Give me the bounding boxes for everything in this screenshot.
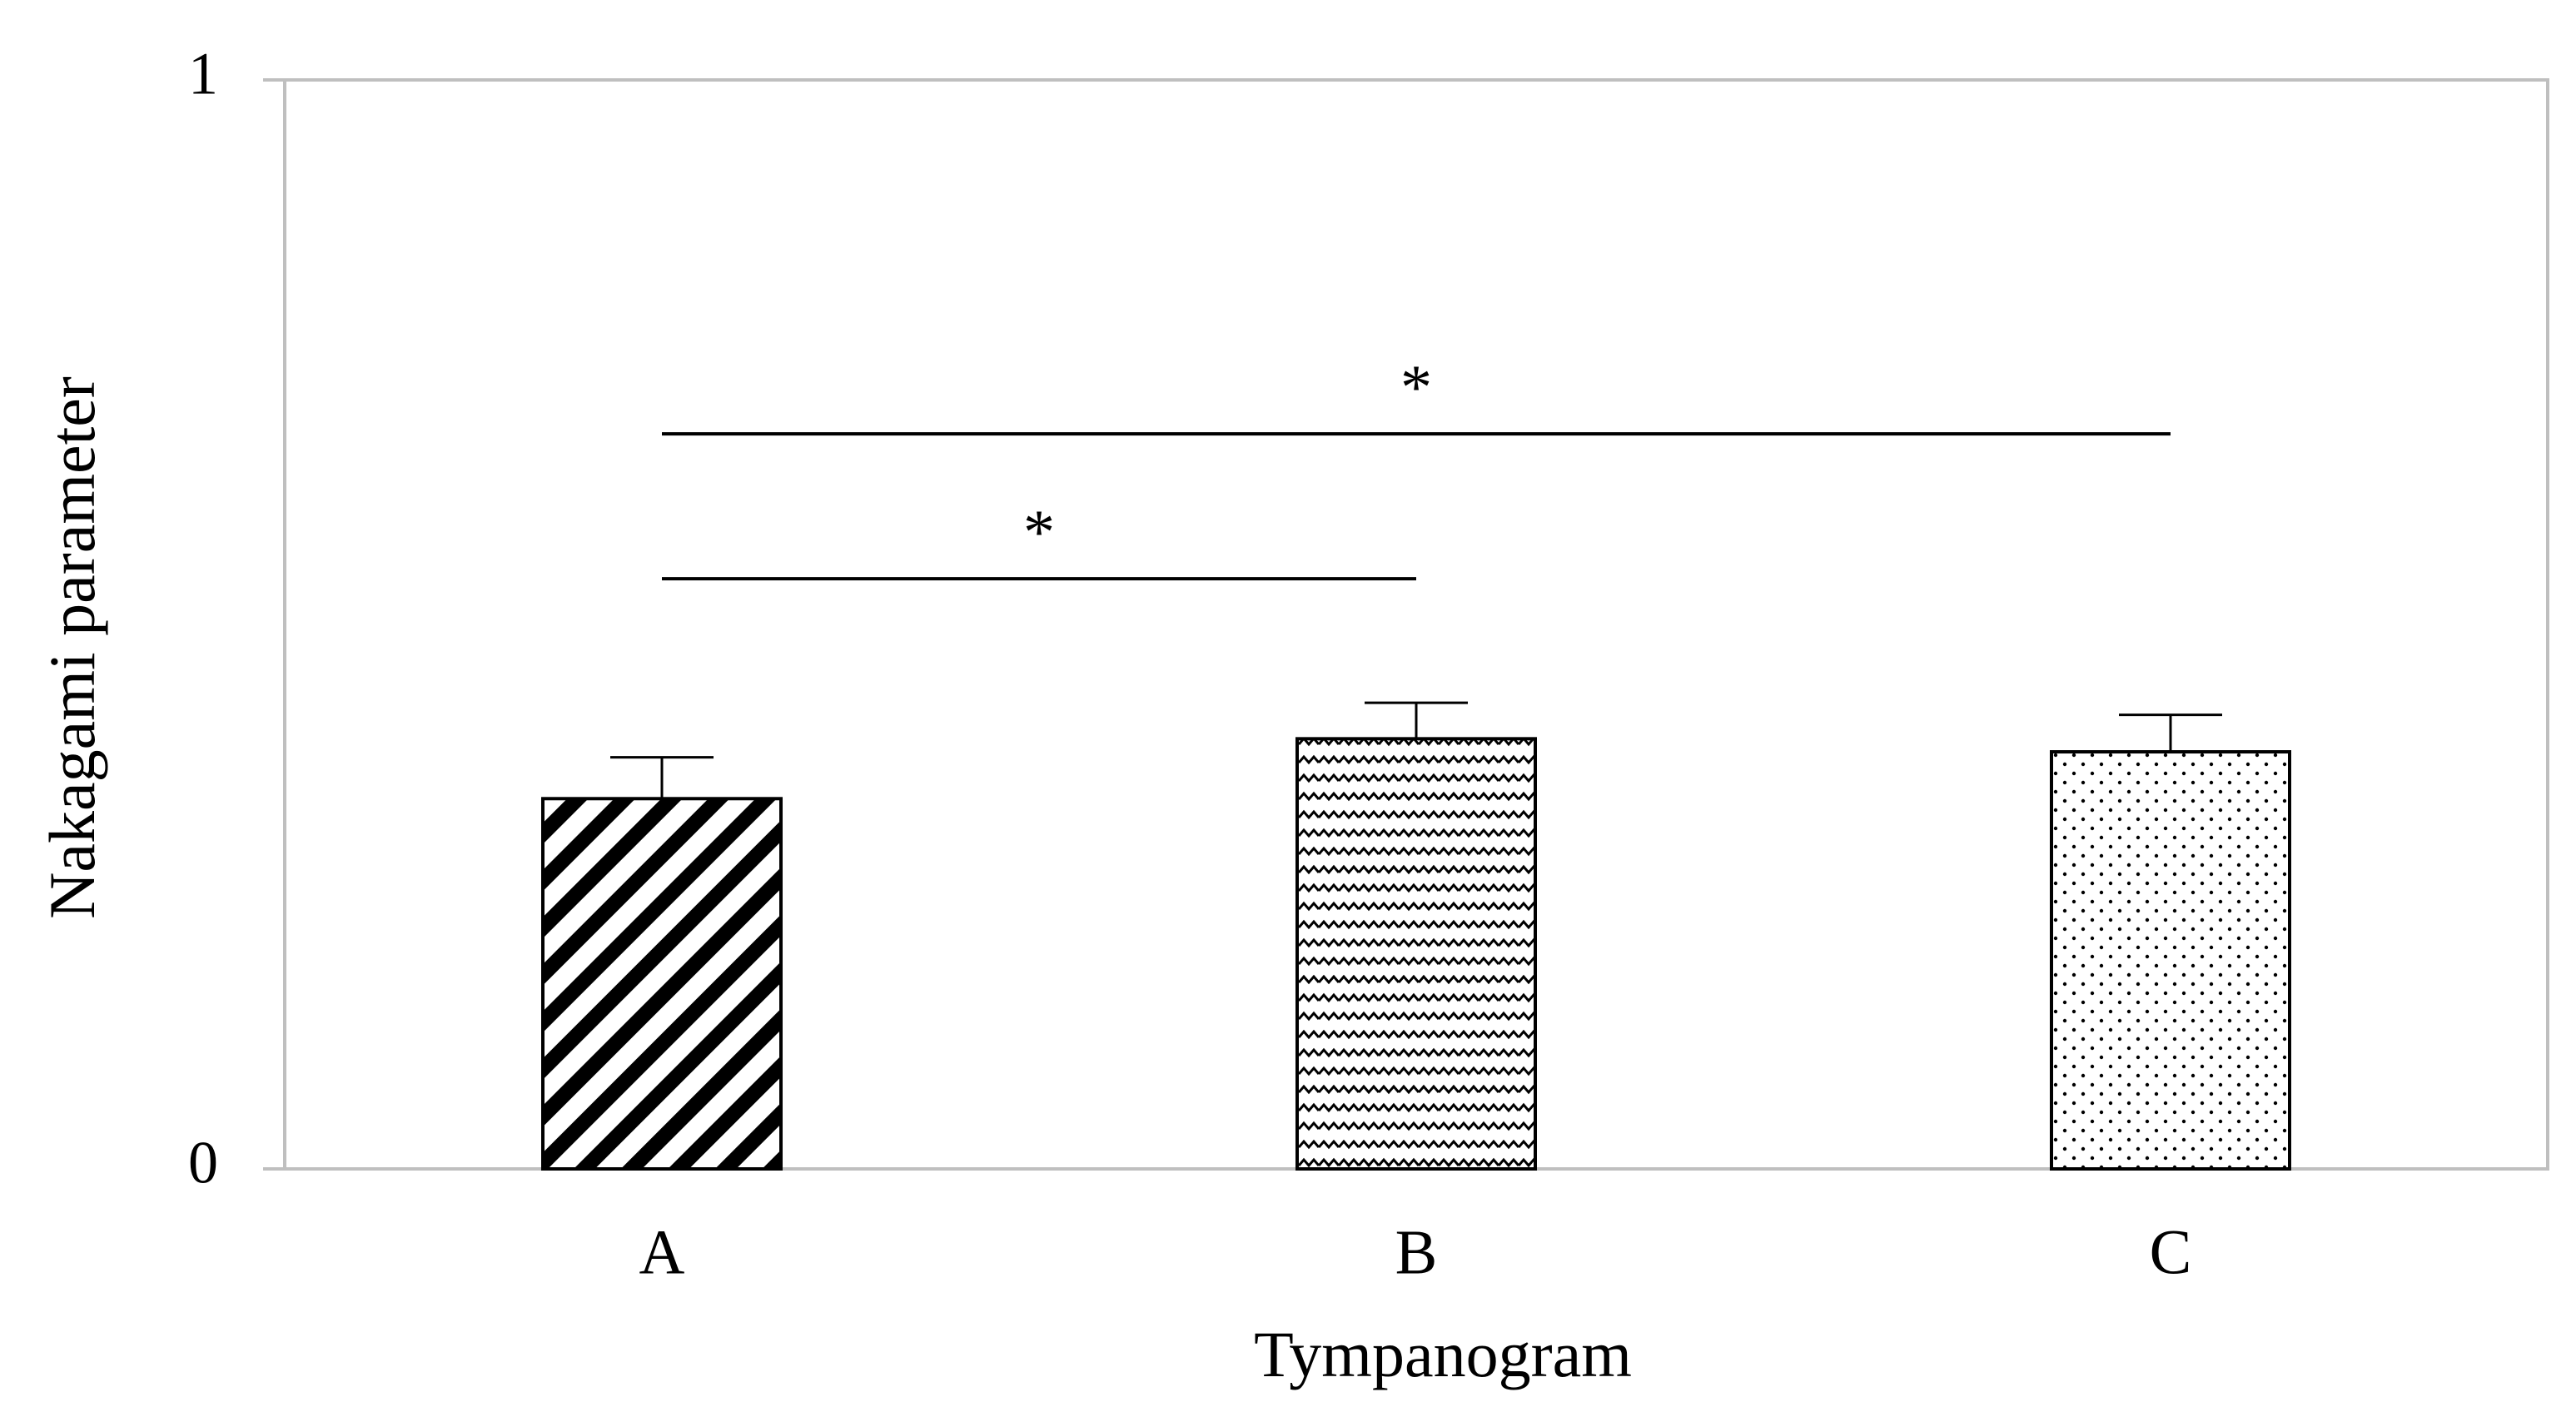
x-tick-label-B: B [1395,1217,1438,1287]
bars-layer [541,737,2291,1171]
y-tick-label-1: 1 [188,41,218,107]
significance-layer: ** [662,353,2171,581]
x-tick-label-C: C [2150,1217,2192,1287]
significance-star-A-C: * [1400,353,1432,423]
bar-C [2050,750,2291,1171]
error-bars-layer [610,701,2222,799]
bar-B [1295,737,1537,1171]
y-tick-label-0: 0 [188,1130,218,1196]
y-axis-title: Nakagami parameter [36,376,108,919]
bar-A [541,797,783,1171]
category-labels-layer: A B C [639,1217,2192,1287]
x-axis-title: Tympanogram [1254,1318,1632,1390]
significance-star-A-B: * [1023,498,1055,568]
x-tick-label-A: A [639,1217,685,1287]
